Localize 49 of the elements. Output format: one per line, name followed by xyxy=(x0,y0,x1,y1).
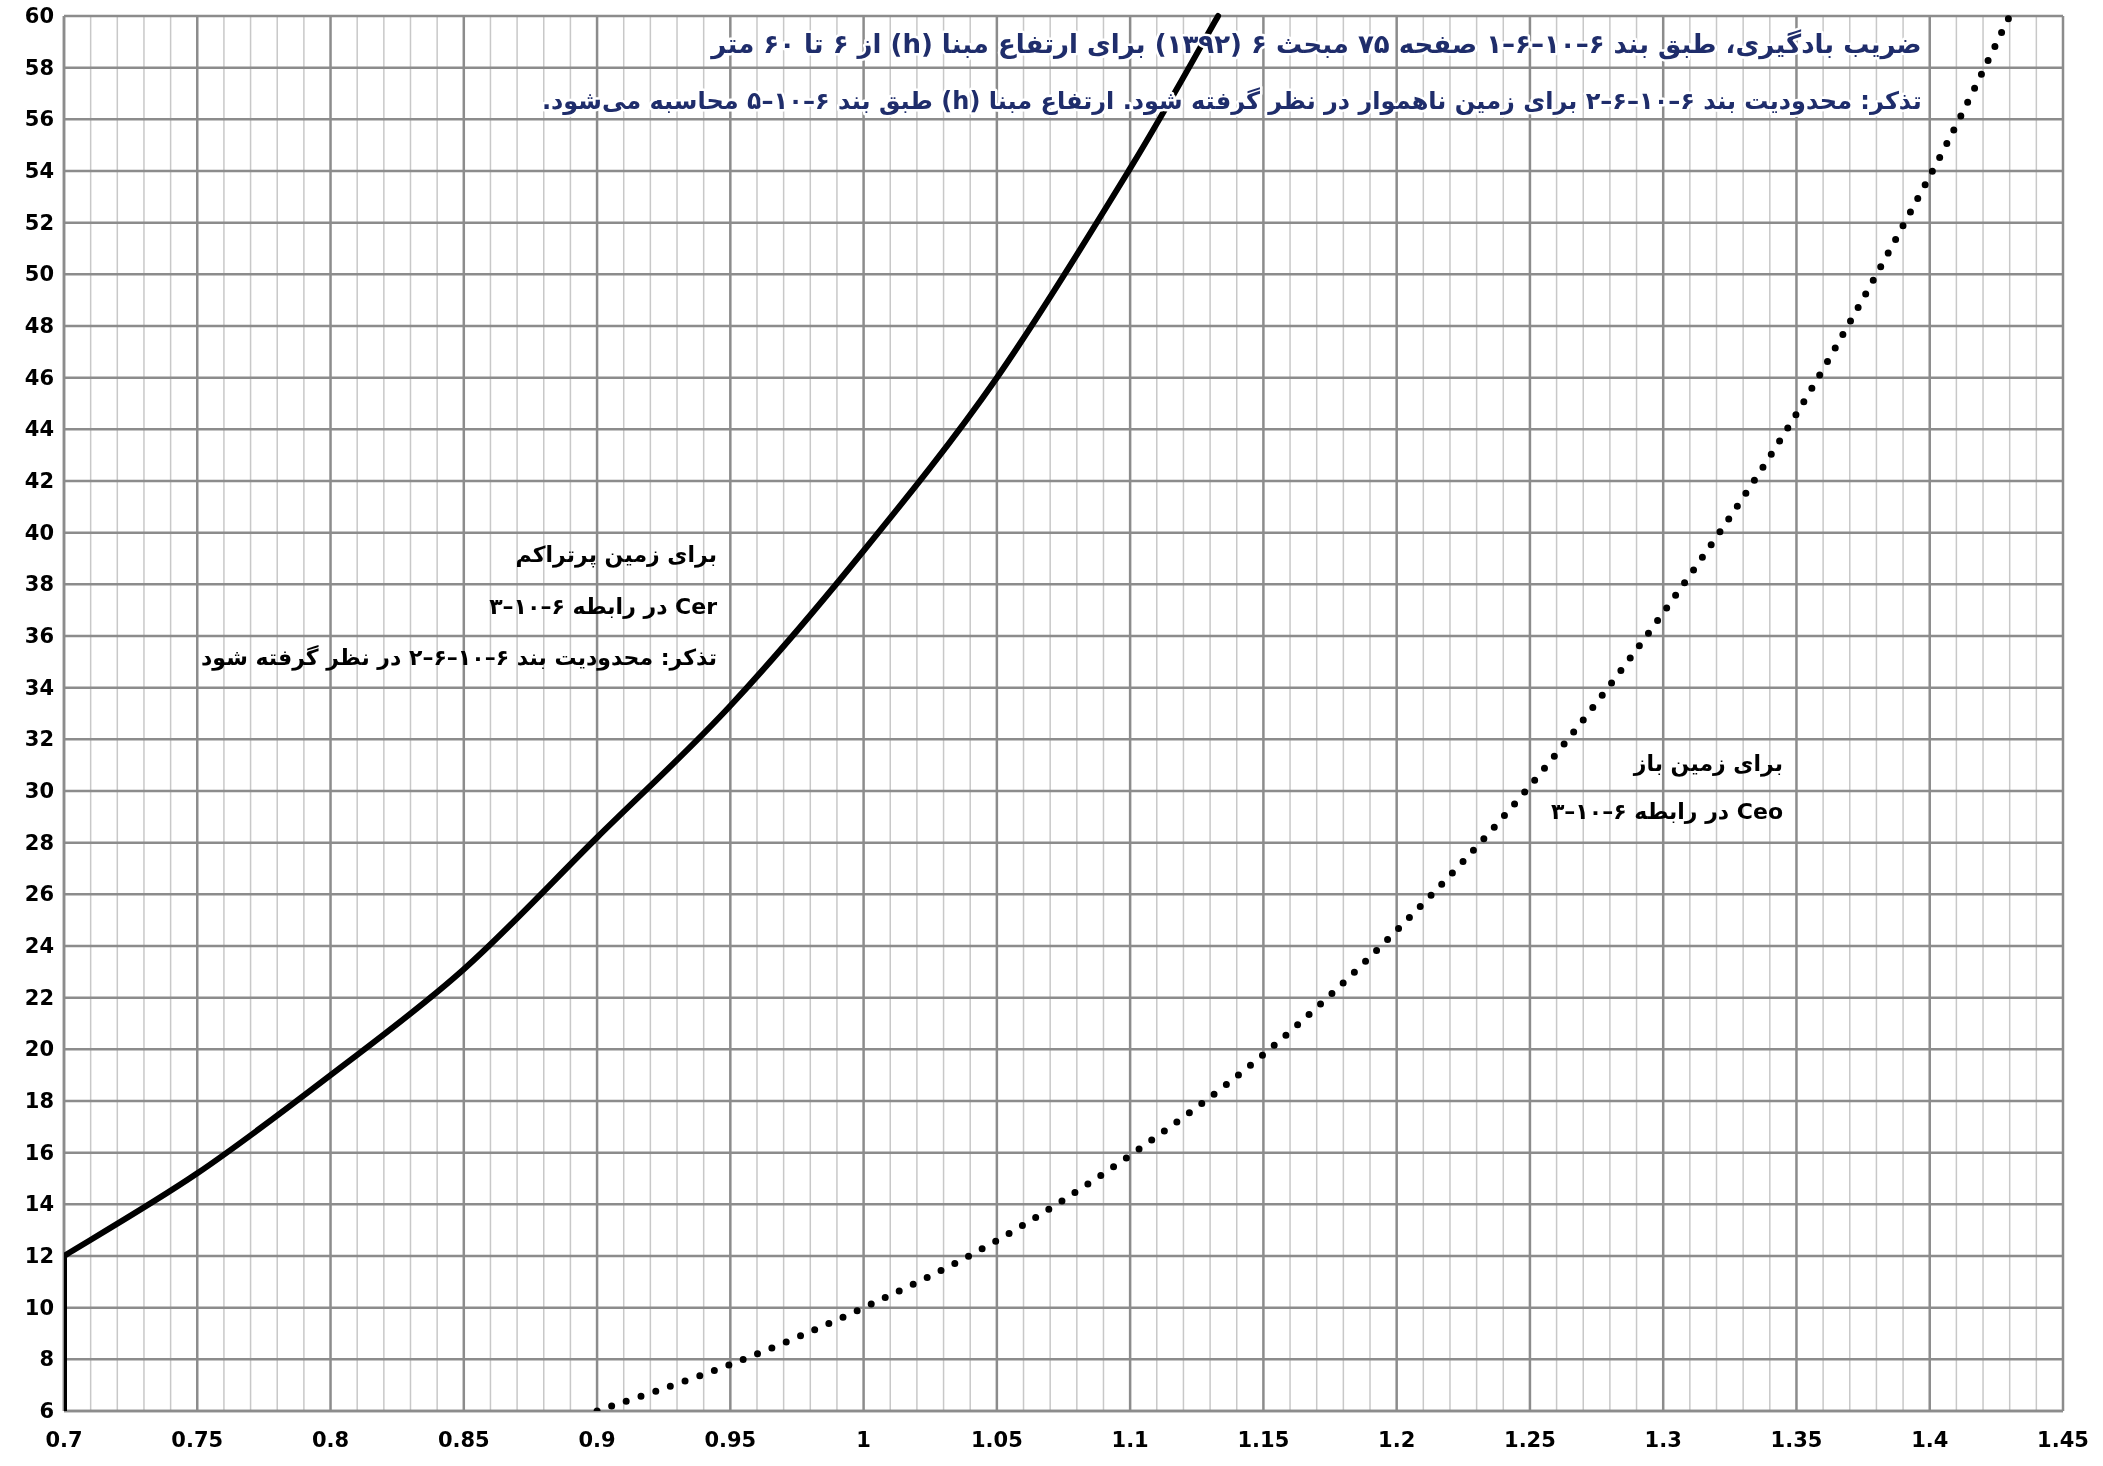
y-tick-label: 40 xyxy=(24,520,54,545)
annotation: Ceo در رابطه ۶–۱۰–۳ xyxy=(1550,798,1783,824)
x-tick-label: 1.05 xyxy=(970,1428,1023,1452)
y-tick-label: 46 xyxy=(24,365,54,390)
y-tick-label: 6 xyxy=(39,1399,54,1423)
x-tick-label: 1.1 xyxy=(1111,1428,1149,1452)
annotation: برای زمین باز xyxy=(1632,750,1783,777)
x-tick-label: 0.7 xyxy=(45,1428,83,1452)
y-tick-label: 14 xyxy=(24,1192,54,1217)
y-tick-label: 58 xyxy=(24,55,54,80)
x-tick-label: 0.75 xyxy=(171,1428,224,1452)
y-tick-label: 20 xyxy=(24,1037,54,1062)
y-tick-label: 50 xyxy=(24,262,54,287)
annotation: برای زمین پرتراکم xyxy=(515,541,717,568)
y-tick-label: 28 xyxy=(24,830,54,855)
x-tick-label: 0.85 xyxy=(437,1428,490,1452)
y-tick-label: 56 xyxy=(24,107,54,132)
y-tick-label: 42 xyxy=(24,469,54,493)
x-tick-label: 1.35 xyxy=(1770,1428,1823,1452)
y-tick-label: 34 xyxy=(24,675,54,700)
y-tick-label: 48 xyxy=(24,314,54,338)
y-tick-label: 8 xyxy=(39,1347,54,1372)
y-tick-label: 22 xyxy=(24,985,54,1010)
y-tick-label: 10 xyxy=(24,1295,54,1320)
y-tick-label: 60 xyxy=(24,4,54,28)
annotation: تذکر: محدودیت بند ۶–۱۰–۶–۲ در نظر گرفته شود xyxy=(201,643,717,671)
x-tick-label: 0.8 xyxy=(311,1428,350,1452)
y-tick-label: 44 xyxy=(24,417,54,442)
y-tick-label: 36 xyxy=(24,624,54,648)
x-tick-label: 1.45 xyxy=(2037,1428,2089,1452)
y-tick-label: 16 xyxy=(24,1140,54,1165)
y-tick-label: 24 xyxy=(24,934,54,958)
y-tick-label: 18 xyxy=(24,1089,54,1113)
x-tick-label: 0.9 xyxy=(578,1428,616,1452)
y-tick-label: 30 xyxy=(24,779,54,803)
x-tick-label: 1 xyxy=(856,1428,871,1452)
y-tick-label: 38 xyxy=(24,572,54,597)
y-tick-label: 32 xyxy=(24,727,54,752)
x-tick-label: 1.3 xyxy=(1644,1428,1682,1452)
x-tick-label: 1.4 xyxy=(1911,1428,1949,1452)
x-tick-label: 0.95 xyxy=(704,1428,757,1452)
y-tick-label: 52 xyxy=(24,210,54,235)
y-tick-label: 54 xyxy=(24,159,54,183)
x-tick-label: 1.15 xyxy=(1237,1428,1290,1452)
annotation: Cer در رابطه ۶–۱۰–۳ xyxy=(489,593,718,619)
y-tick-label: 26 xyxy=(24,882,54,907)
x-tick-label: 1.25 xyxy=(1504,1428,1556,1452)
x-tick-label: 1.2 xyxy=(1378,1428,1416,1452)
y-tick-label: 12 xyxy=(24,1244,54,1268)
